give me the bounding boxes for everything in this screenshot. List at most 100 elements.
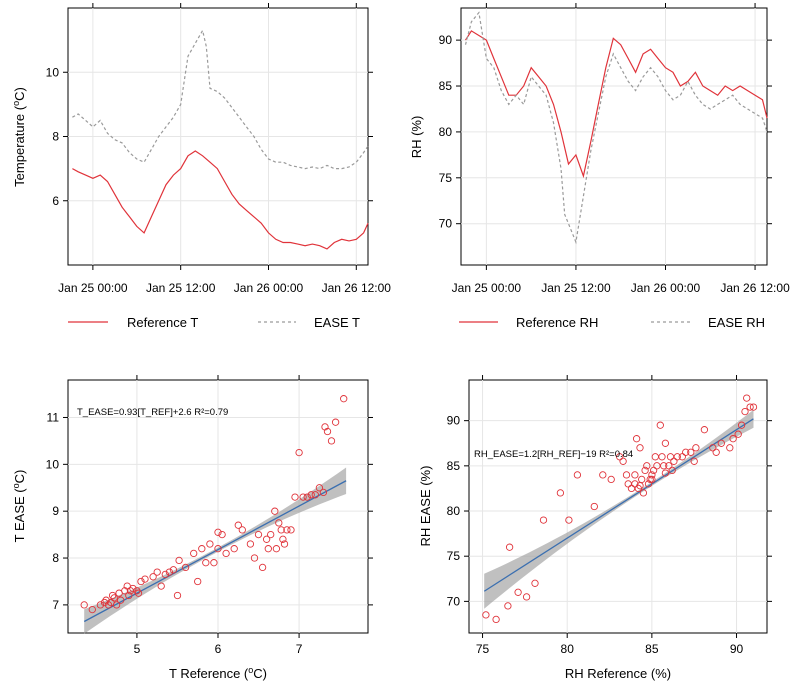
temperature-y-ticks: 6 8 10 (46, 65, 373, 208)
scatter-point (522, 593, 531, 601)
scatter-point (514, 588, 522, 596)
scatter-point (327, 437, 336, 445)
temperature-y-axis-label: Temperature (oC) (11, 87, 27, 187)
scatter-point (323, 427, 332, 436)
scatter-point (218, 530, 226, 539)
rh-series (464, 11, 768, 245)
scatter-point (181, 563, 190, 572)
scatter-point (295, 448, 303, 457)
scatter-point (149, 573, 157, 581)
x-tick-label: 75 (476, 642, 490, 656)
scatter-point (636, 482, 644, 490)
scatter-point (712, 448, 720, 456)
scatter-point (660, 462, 668, 470)
scatter-point (315, 484, 324, 492)
x-tick-label: Jan 26 00:00 (631, 281, 701, 295)
scatter-point (631, 480, 639, 488)
scatter-point (198, 545, 206, 553)
scatter-point (331, 418, 340, 426)
scatter-point (108, 591, 117, 600)
y-tick-label: 90 (447, 414, 461, 428)
y-tick-label: 80 (439, 125, 453, 139)
rh-x-ticks: Jan 25 00:00 Jan 25 12:00 Jan 26 00:00 Jan … (452, 3, 790, 295)
scatter-point (88, 605, 96, 614)
y-tick-label: 70 (447, 594, 461, 608)
scatter-point (246, 540, 255, 548)
scatter-point (627, 484, 636, 493)
scatter-point (169, 566, 178, 574)
rh-scatter-panel: 75 80 85 90 70 75 80 85 90 RH_EASE=1.2[RH_REF]−… (418, 375, 772, 681)
y-tick-label: 75 (439, 171, 453, 185)
scatter-point (648, 475, 656, 484)
scatter-point (743, 394, 751, 402)
scatter-point (666, 453, 675, 461)
y-tick-label: 11 (47, 410, 60, 424)
regression-line (483, 418, 754, 592)
scatter-point (638, 475, 646, 484)
scatter-point (661, 439, 670, 447)
scatter-point (726, 444, 734, 452)
rh-scatter-grid (469, 380, 767, 633)
scatter-point (565, 516, 573, 524)
y-tick-label: 9 (52, 504, 59, 518)
scatter-point (692, 444, 700, 452)
x-tick-label: 80 (561, 642, 575, 656)
scatter-point (206, 540, 214, 548)
scatter-point (165, 568, 174, 576)
rh-scatter-y-ticks: 70 75 80 85 90 (447, 414, 772, 608)
temperature-scatter-panel: 5 6 7 7 8 9 10 11 T_EASE=0.93[T_REF]+2.6 R²=0.… (11, 375, 373, 681)
y-tick-label: 8 (52, 551, 59, 565)
rh-regression-annotation: RH_EASE=1.2[RH_REF]−19 R²=0.84 (474, 449, 633, 460)
legend-reference-t-label: Reference T (127, 315, 198, 330)
temperature-scatter-y-axis-label: T EASE (oC) (11, 470, 27, 543)
scatter-point (279, 535, 287, 543)
scatter-point (656, 421, 664, 429)
scatter-point (157, 582, 165, 590)
legend-ease-t-label: EASE T (314, 315, 360, 330)
scatter-point (262, 535, 271, 543)
scatter-point (599, 471, 607, 479)
scatter-point (272, 545, 281, 553)
x-tick-label: Jan 25 12:00 (146, 281, 216, 295)
scatter-point (340, 395, 348, 403)
scatter-point (96, 601, 105, 609)
rh-y-axis-label: RH (%) (409, 116, 424, 159)
scatter-point (717, 439, 725, 447)
x-tick-label: Jan 25 00:00 (452, 281, 522, 295)
scatter-point (264, 545, 272, 553)
ease-series-line (72, 28, 369, 170)
y-tick-label: 85 (439, 79, 453, 93)
x-tick-label: 85 (645, 642, 659, 656)
scatter-point (737, 421, 746, 429)
temperature-scatter-y-ticks: 7 8 9 10 11 (46, 410, 373, 612)
rh-scatter-points (482, 394, 758, 624)
scatter-point (573, 471, 582, 479)
x-tick-label: Jan 26 12:00 (322, 281, 392, 295)
scatter-point (134, 589, 143, 597)
y-tick-label: 90 (439, 33, 453, 47)
rh-legend: Reference RH EASE RH (459, 315, 765, 330)
scatter-point (639, 489, 648, 497)
scatter-point (80, 601, 88, 609)
scatter-point (303, 493, 311, 501)
legend-reference-rh-label: Reference RH (516, 315, 598, 330)
y-tick-label: 6 (52, 194, 59, 208)
scatter-point (194, 577, 202, 586)
rh-scatter-y-axis-label: RH EASE (%) (418, 466, 433, 547)
scatter-point (505, 543, 514, 551)
scatter-point (690, 457, 698, 465)
scatter-point (238, 526, 246, 534)
scatter-point (250, 554, 259, 562)
temperature-scatter-points (80, 395, 348, 614)
scatter-point (210, 559, 218, 567)
scatter-point (632, 435, 641, 443)
rh-y-ticks: 70 75 80 85 90 (439, 33, 772, 231)
scatter-point (125, 591, 133, 600)
scatter-point (129, 584, 137, 593)
y-tick-label: 70 (439, 217, 453, 231)
scatter-point (531, 579, 539, 587)
x-tick-label: 7 (296, 642, 303, 656)
scatter-point (311, 491, 319, 499)
scatter-point (230, 545, 238, 553)
